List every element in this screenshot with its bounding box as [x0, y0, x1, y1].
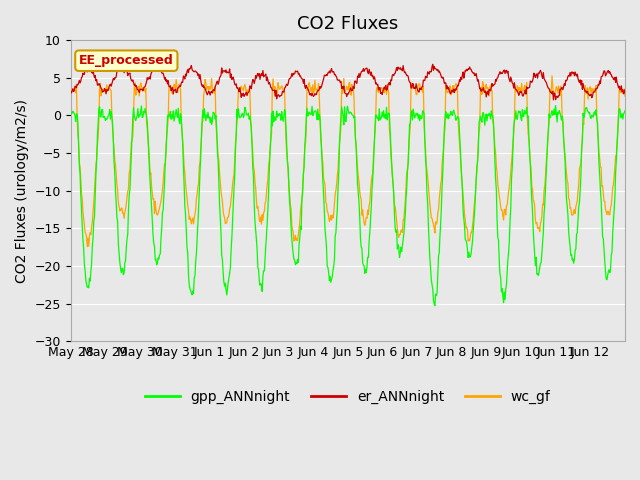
Title: CO2 Fluxes: CO2 Fluxes [297, 15, 399, 33]
Legend: gpp_ANNnight, er_ANNnight, wc_gf: gpp_ANNnight, er_ANNnight, wc_gf [140, 384, 556, 409]
Y-axis label: CO2 Fluxes (urology/m2/s): CO2 Fluxes (urology/m2/s) [15, 98, 29, 283]
Text: EE_processed: EE_processed [79, 54, 173, 67]
